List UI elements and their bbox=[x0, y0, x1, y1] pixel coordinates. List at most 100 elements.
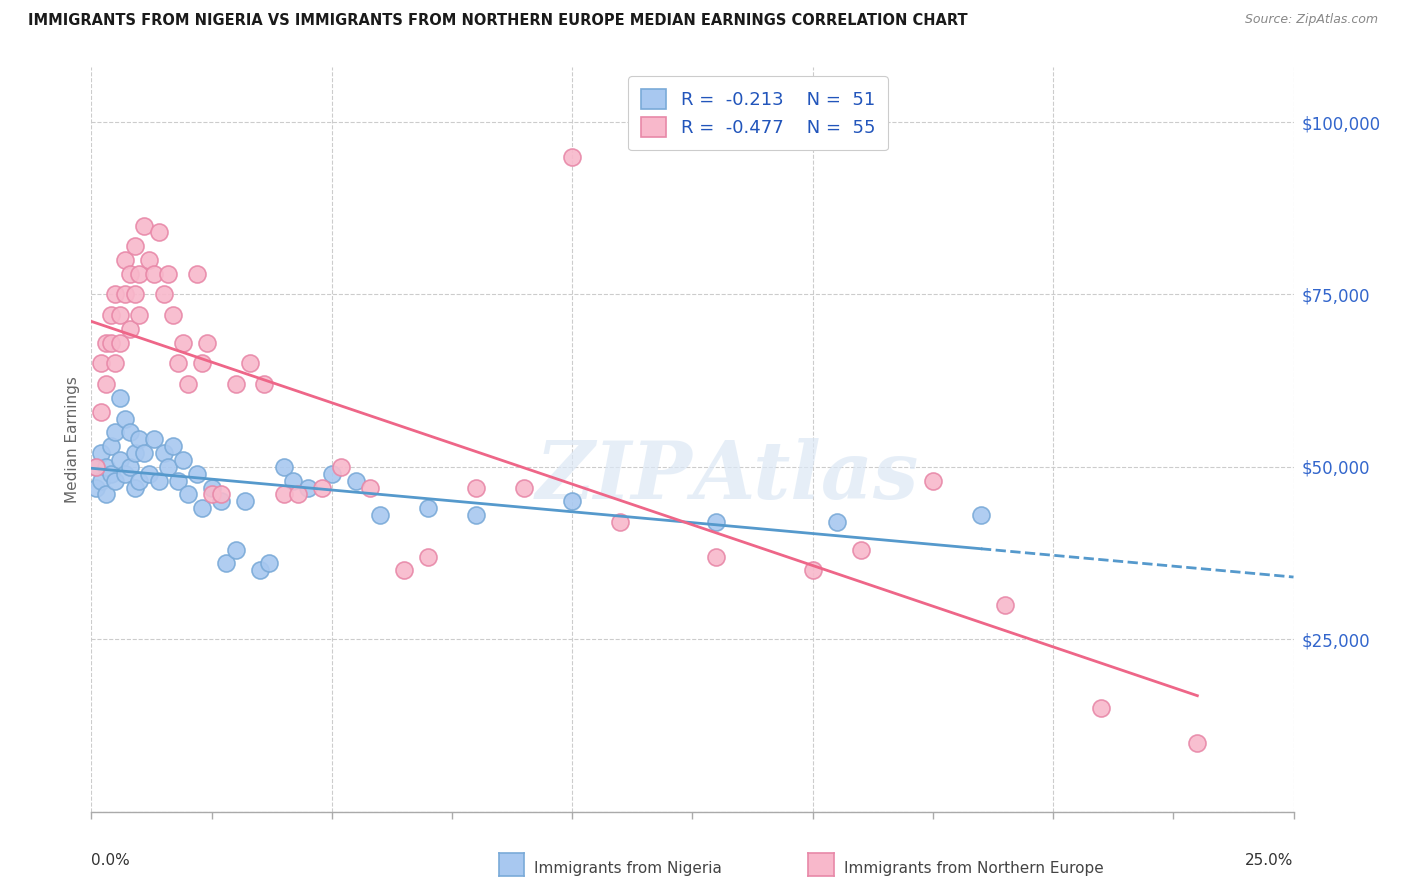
Point bbox=[706, 515, 728, 529]
Point bbox=[104, 425, 127, 440]
Point bbox=[138, 252, 160, 267]
Point bbox=[100, 439, 122, 453]
Point bbox=[142, 267, 165, 281]
Point bbox=[134, 219, 156, 233]
Point bbox=[273, 487, 295, 501]
Point bbox=[970, 508, 993, 523]
Point bbox=[100, 308, 122, 322]
Point bbox=[110, 335, 132, 350]
Point bbox=[922, 474, 945, 488]
Point bbox=[1090, 701, 1112, 715]
Text: ZIP: ZIP bbox=[536, 438, 692, 516]
Point bbox=[128, 267, 150, 281]
Point bbox=[94, 377, 117, 392]
Point bbox=[201, 481, 224, 495]
Point bbox=[84, 459, 107, 474]
Point bbox=[157, 459, 180, 474]
Point bbox=[114, 411, 136, 425]
Point bbox=[849, 542, 872, 557]
Point bbox=[148, 474, 170, 488]
Point bbox=[90, 446, 112, 460]
Point bbox=[110, 391, 132, 405]
Point bbox=[311, 481, 333, 495]
Point bbox=[706, 549, 728, 564]
Point bbox=[110, 308, 132, 322]
Point bbox=[297, 481, 319, 495]
Text: IMMIGRANTS FROM NIGERIA VS IMMIGRANTS FROM NORTHERN EUROPE MEDIAN EARNINGS CORRE: IMMIGRANTS FROM NIGERIA VS IMMIGRANTS FR… bbox=[28, 13, 967, 29]
Point bbox=[561, 150, 583, 164]
Point bbox=[209, 494, 232, 508]
Point bbox=[128, 433, 150, 447]
Point bbox=[233, 494, 256, 508]
Point bbox=[90, 474, 112, 488]
Point bbox=[609, 515, 631, 529]
Point bbox=[152, 287, 174, 301]
Point bbox=[124, 481, 146, 495]
Point bbox=[134, 446, 156, 460]
Point bbox=[465, 481, 488, 495]
Point bbox=[176, 487, 198, 501]
Point bbox=[114, 287, 136, 301]
Point bbox=[186, 267, 208, 281]
Point bbox=[225, 377, 247, 392]
Point bbox=[225, 542, 247, 557]
Point bbox=[128, 308, 150, 322]
Point bbox=[195, 335, 218, 350]
Point bbox=[104, 474, 127, 488]
Point bbox=[110, 453, 132, 467]
Legend: R =  -0.213    N =  51, R =  -0.477    N =  55: R = -0.213 N = 51, R = -0.477 N = 55 bbox=[628, 76, 887, 150]
Point bbox=[239, 356, 262, 370]
Point bbox=[201, 487, 224, 501]
Point bbox=[104, 356, 127, 370]
Point bbox=[90, 356, 112, 370]
Point bbox=[825, 515, 848, 529]
Point bbox=[321, 467, 343, 481]
Point bbox=[124, 446, 146, 460]
Point bbox=[191, 356, 214, 370]
Point bbox=[249, 563, 271, 577]
Text: Atlas: Atlas bbox=[692, 438, 920, 516]
Point bbox=[392, 563, 415, 577]
Point bbox=[94, 459, 117, 474]
Point bbox=[157, 267, 180, 281]
Point bbox=[128, 474, 150, 488]
Point bbox=[84, 459, 107, 474]
Point bbox=[172, 335, 194, 350]
Point bbox=[148, 226, 170, 240]
Point bbox=[176, 377, 198, 392]
Point bbox=[465, 508, 488, 523]
Point bbox=[344, 474, 367, 488]
Y-axis label: Median Earnings: Median Earnings bbox=[65, 376, 80, 503]
Point bbox=[118, 267, 141, 281]
Point bbox=[259, 557, 281, 571]
Point bbox=[186, 467, 208, 481]
Text: 0.0%: 0.0% bbox=[91, 853, 131, 868]
Point bbox=[118, 322, 141, 336]
Point bbox=[94, 335, 117, 350]
Point bbox=[330, 459, 353, 474]
Point bbox=[994, 598, 1017, 612]
Point bbox=[94, 487, 117, 501]
Point bbox=[359, 481, 381, 495]
Point bbox=[368, 508, 391, 523]
Point bbox=[138, 467, 160, 481]
Point bbox=[215, 557, 238, 571]
Point bbox=[561, 494, 583, 508]
Point bbox=[114, 467, 136, 481]
Point bbox=[162, 439, 184, 453]
Text: 25.0%: 25.0% bbox=[1246, 853, 1294, 868]
Point bbox=[167, 356, 190, 370]
Text: Immigrants from Nigeria: Immigrants from Nigeria bbox=[534, 861, 723, 876]
Point bbox=[152, 446, 174, 460]
Point bbox=[162, 308, 184, 322]
Point bbox=[416, 549, 439, 564]
Point bbox=[191, 501, 214, 516]
Point bbox=[100, 467, 122, 481]
Point bbox=[513, 481, 536, 495]
Point bbox=[142, 433, 165, 447]
Point bbox=[416, 501, 439, 516]
Point bbox=[124, 287, 146, 301]
Point bbox=[84, 481, 107, 495]
Point bbox=[118, 459, 141, 474]
Point bbox=[1187, 736, 1209, 750]
